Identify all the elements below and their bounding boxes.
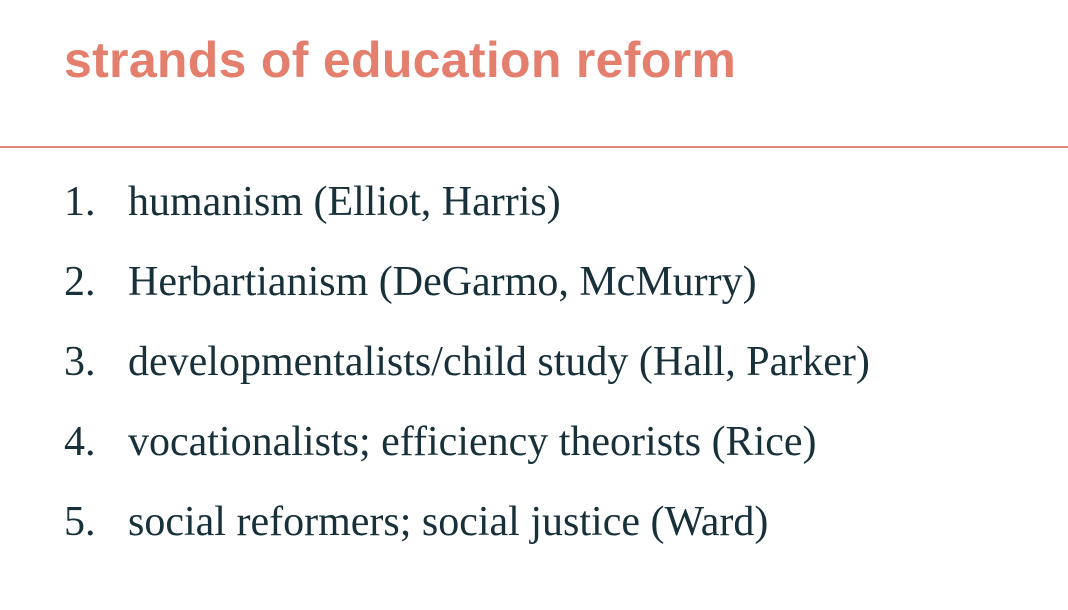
list-item-text: developmentalists/child study (Hall, Par… xyxy=(128,339,870,385)
list-item-number: 5. xyxy=(64,499,96,545)
list-item-text: humanism (Elliot, Harris) xyxy=(128,179,561,225)
list-item-number: 3. xyxy=(64,339,96,385)
list-item-text: vocationalists; efficiency theorists (Ri… xyxy=(128,419,817,465)
slide-title: strands of education reform xyxy=(64,32,737,88)
list-item-number: 1. xyxy=(64,179,96,225)
list-item-text: social reformers; social justice (Ward) xyxy=(128,499,769,545)
list-item-number: 4. xyxy=(64,419,96,465)
list-item-number: 2. xyxy=(64,259,96,305)
list-item-text: Herbartianism (DeGarmo, McMurry) xyxy=(128,259,757,305)
title-divider xyxy=(0,146,1068,148)
